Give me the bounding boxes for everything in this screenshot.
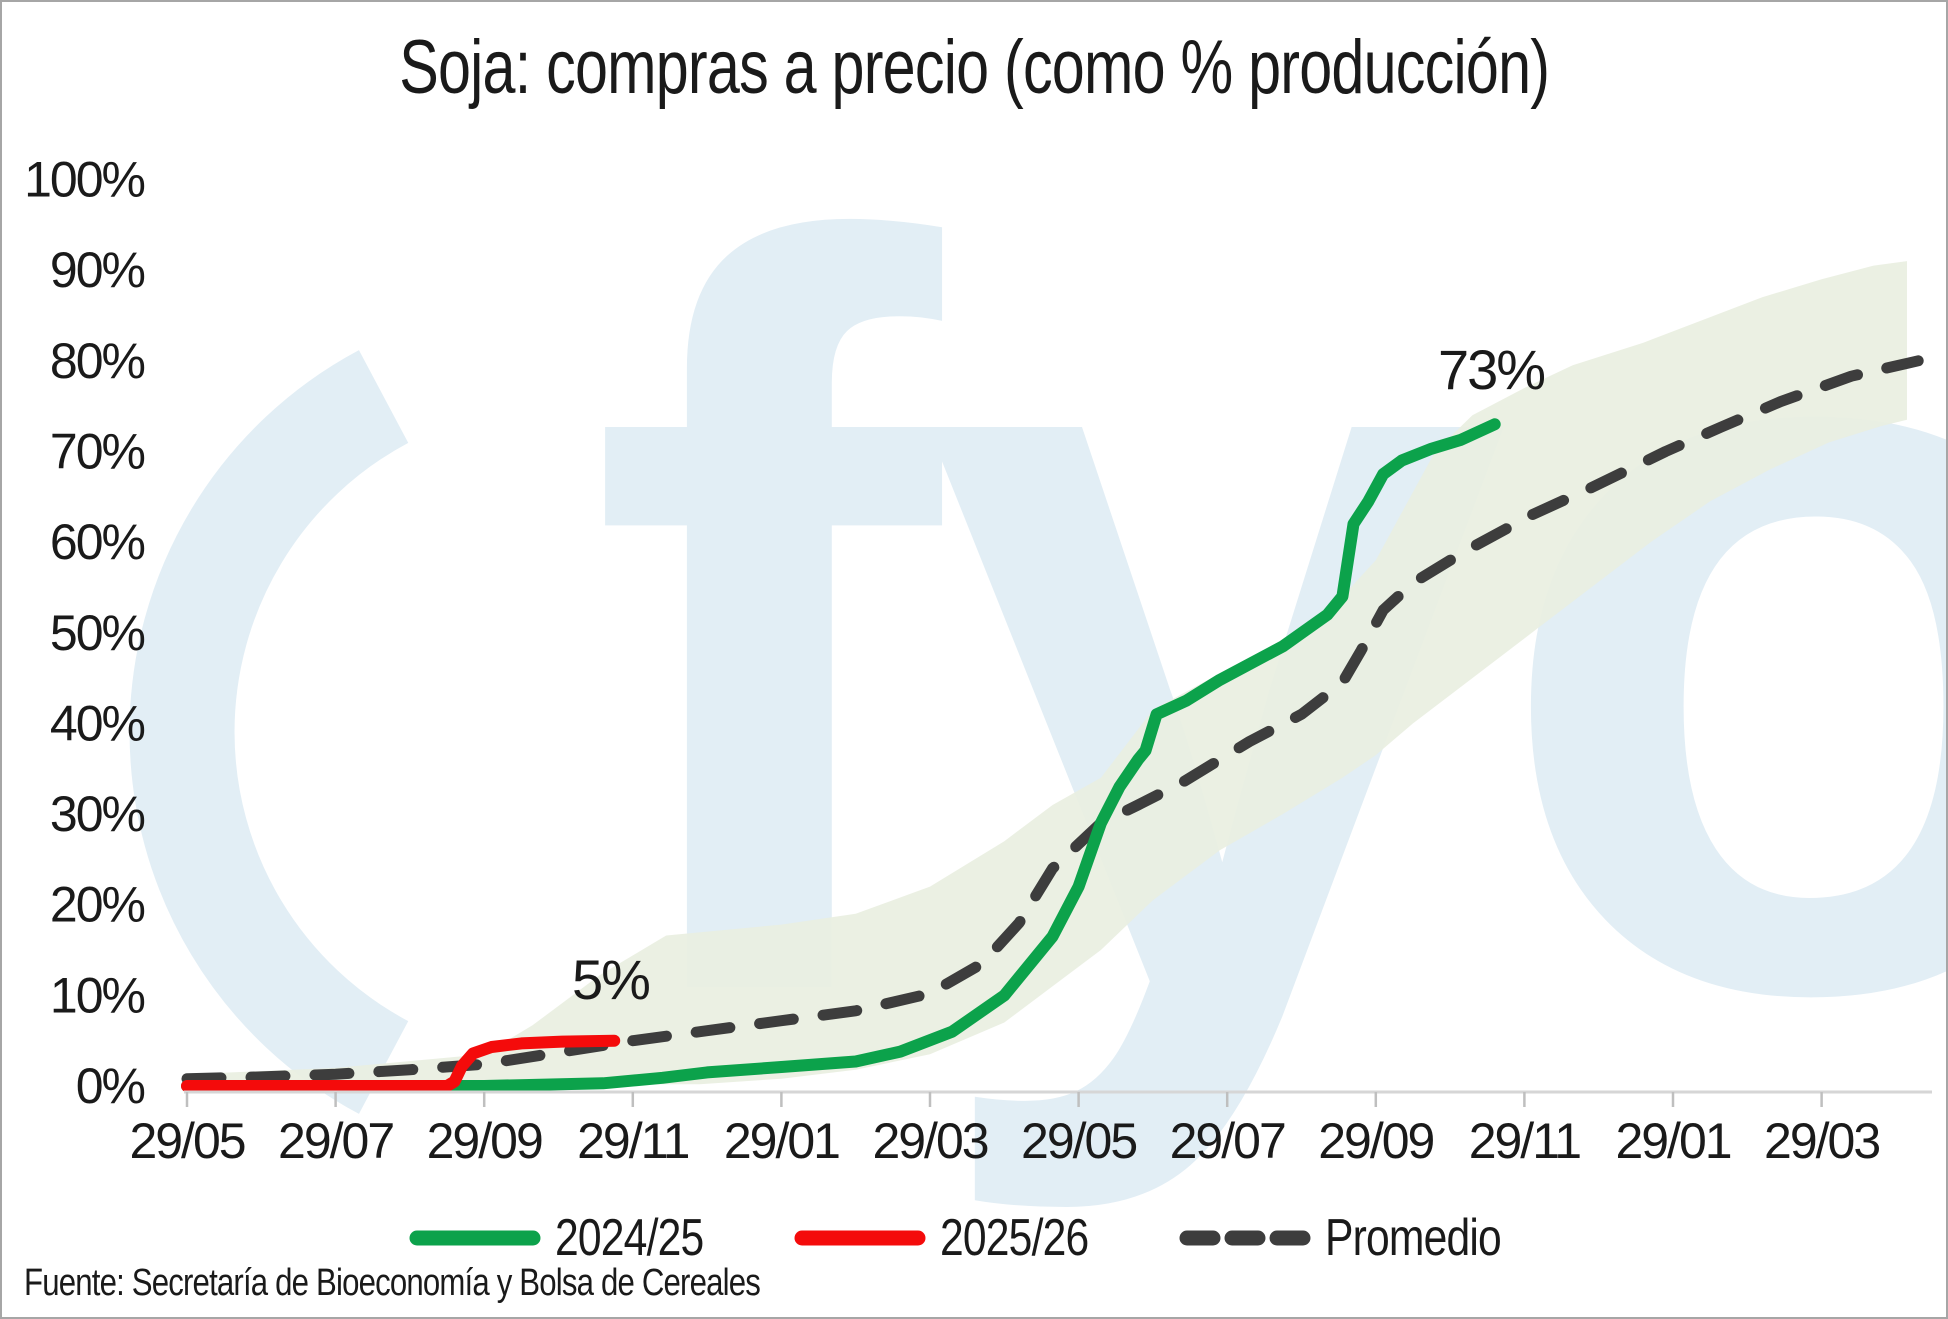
x-tick-label: 29/03	[1764, 1113, 1879, 1169]
y-tick-label: 60%	[50, 514, 145, 570]
x-tick-label: 29/05	[1021, 1113, 1136, 1169]
y-tick-label: 90%	[50, 242, 145, 298]
y-axis: 0% 10% 20% 30% 40% 50% 60% 70% 80% 90% 100%	[24, 152, 146, 1115]
x-tick-label: 29/07	[278, 1113, 393, 1169]
y-tick-label: 30%	[50, 786, 145, 842]
x-tick-label: 29/03	[872, 1113, 987, 1169]
x-tick-label: 29/09	[427, 1113, 542, 1169]
y-tick-label: 10%	[50, 967, 145, 1023]
min-max-band	[187, 261, 1907, 1087]
legend-swatch-dashed-line-icon	[1179, 1230, 1311, 1246]
y-tick-label: 50%	[50, 605, 145, 661]
y-tick-label: 20%	[50, 877, 145, 933]
x-tick-label: 29/11	[577, 1113, 689, 1169]
x-tick-label: 29/05	[129, 1113, 244, 1169]
legend-label: 2024/25	[554, 1209, 704, 1267]
series-promedio	[181, 355, 1924, 1085]
legend-label: Promedio	[1324, 1209, 1502, 1267]
legend-swatch-solid-line-icon	[794, 1230, 926, 1246]
series-2025-26	[181, 1034, 621, 1092]
x-tick-label: 29/07	[1170, 1113, 1285, 1169]
y-tick-label: 70%	[50, 424, 145, 480]
series-2024-25	[181, 418, 1501, 1092]
legend: 2024/25 2025/26 Promedio	[2, 1208, 1946, 1268]
source-note: Fuente: Secretaría de Bioeconomía y Bols…	[24, 1262, 761, 1304]
legend-item-2024-25: 2024/25	[409, 1208, 736, 1268]
x-tick-label: 29/01	[1615, 1113, 1730, 1169]
legend-swatch-solid-line-icon	[409, 1230, 541, 1246]
x-tick-label: 29/11	[1469, 1113, 1581, 1169]
y-tick-label: 100%	[24, 152, 144, 208]
annotation-73: 73%	[1438, 338, 1544, 401]
x-tick-label: 29/09	[1318, 1113, 1433, 1169]
y-tick-label: 80%	[50, 333, 145, 389]
y-tick-label: 0%	[76, 1058, 145, 1114]
legend-item-2025-26: 2025/26	[794, 1208, 1121, 1268]
legend-label: 2025/26	[939, 1209, 1089, 1267]
watermark-fyo-logo: fyo	[129, 27, 1946, 1219]
x-axis: 29/05 29/07 29/09 29/11 29/01 29/03 29/05 29/07…	[129, 1090, 1932, 1169]
legend-item-promedio: Promedio	[1179, 1208, 1540, 1268]
y-tick-label: 40%	[50, 695, 145, 751]
annotation-5: 5%	[572, 948, 649, 1011]
x-tick-label: 29/01	[724, 1113, 839, 1169]
